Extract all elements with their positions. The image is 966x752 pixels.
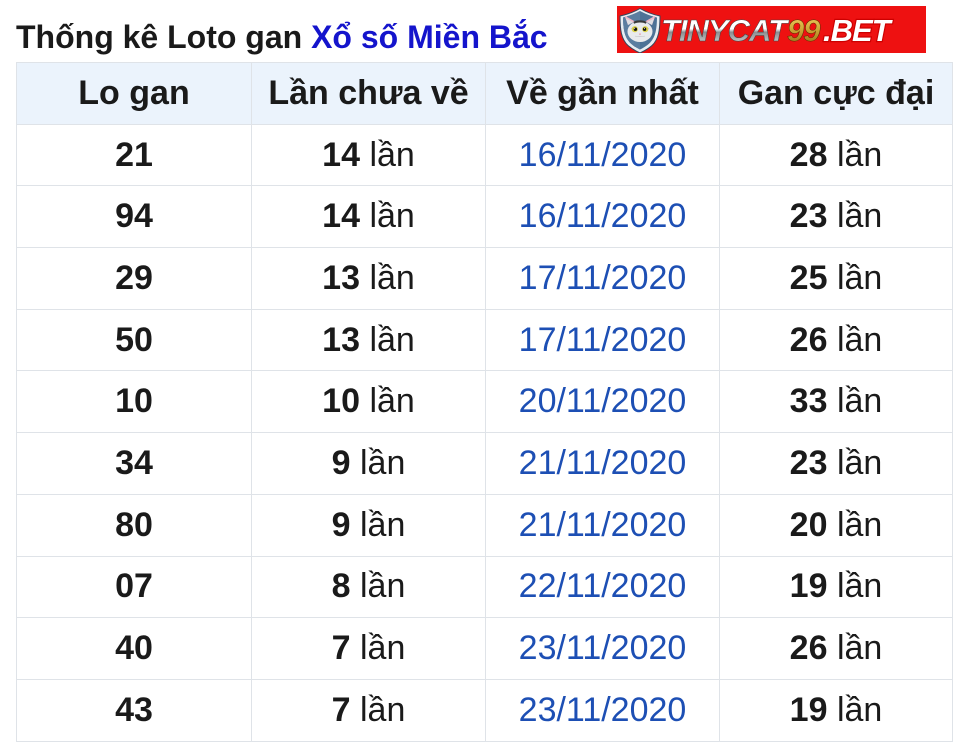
svg-text:TINYCAT: TINYCAT (661, 13, 790, 48)
svg-text:99: 99 (787, 13, 821, 48)
svg-text:.BET: .BET (823, 13, 894, 48)
